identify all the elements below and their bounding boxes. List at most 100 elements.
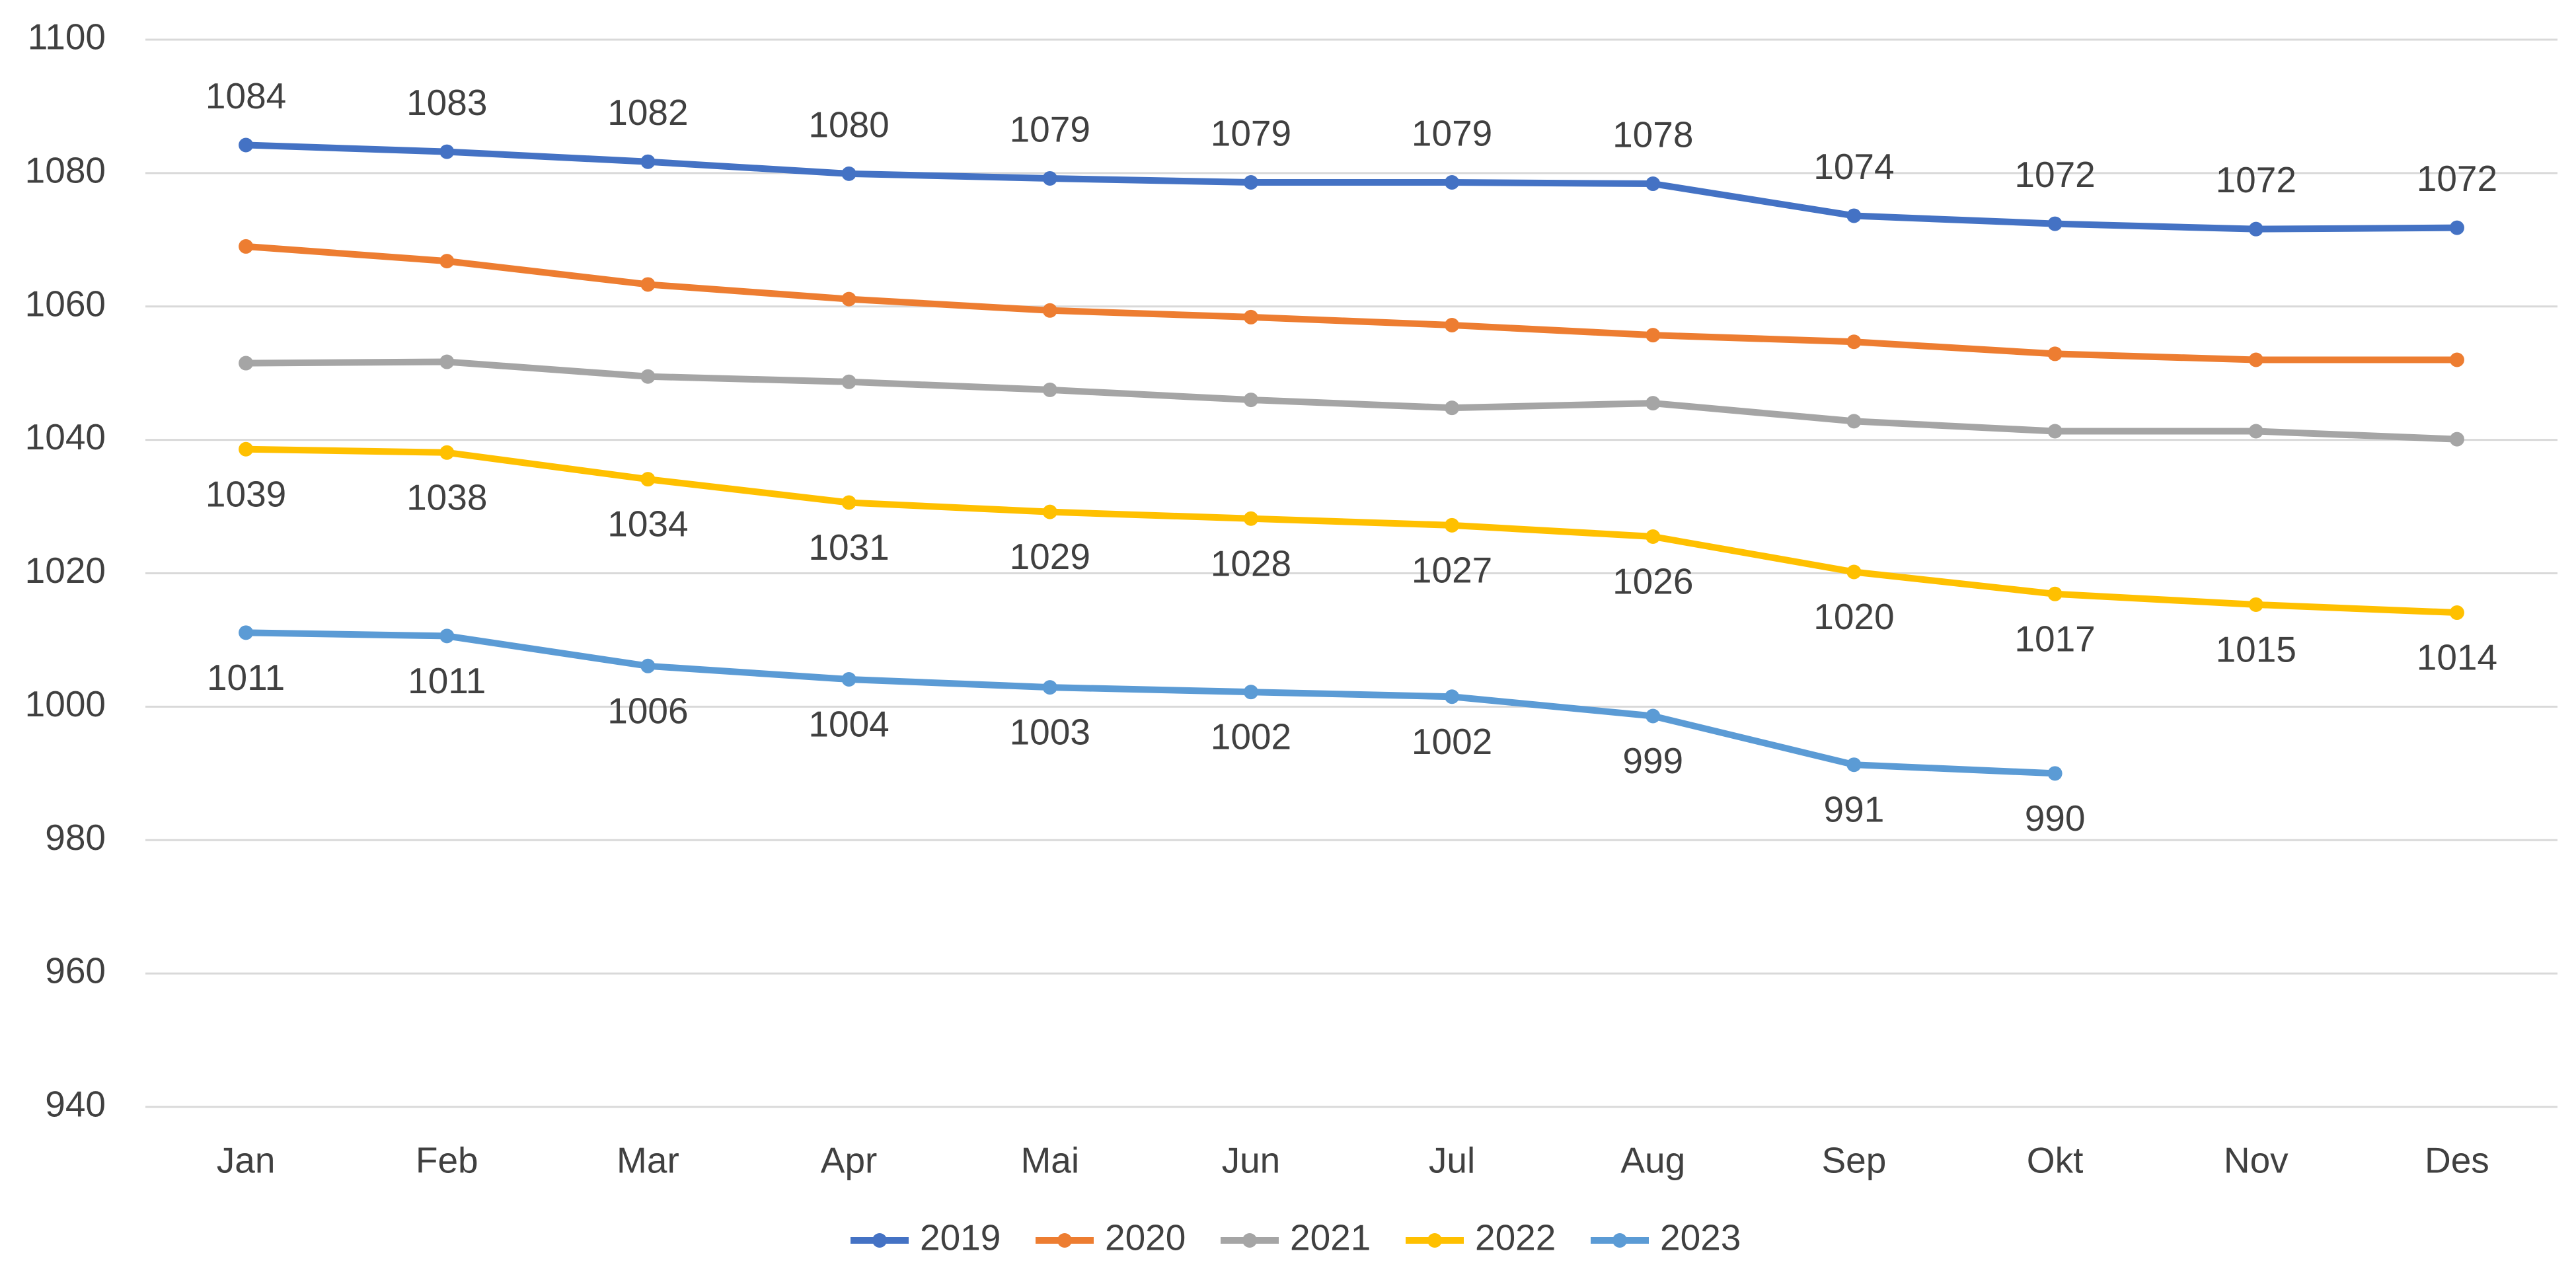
data-point <box>2248 424 2263 439</box>
data-label: 1011 <box>207 657 285 698</box>
data-point <box>2047 766 2063 781</box>
data-label: 1039 <box>206 473 286 514</box>
series-line <box>246 629 2055 777</box>
data-point <box>1646 529 1661 544</box>
y-tick-label: 1000 <box>25 683 106 724</box>
data-point <box>1646 708 1661 724</box>
data-label: 1027 <box>1412 549 1492 590</box>
x-tick-label: Sep <box>1821 1140 1886 1181</box>
data-label: 1079 <box>1412 113 1492 154</box>
data-point <box>1243 685 1258 700</box>
data-point <box>2248 597 2263 612</box>
x-tick-label: Aug <box>1620 1140 1685 1181</box>
data-point <box>1243 309 1258 324</box>
data-point <box>640 658 656 673</box>
data-label: 1020 <box>1813 596 1894 637</box>
y-tick-label: 940 <box>45 1084 106 1125</box>
data-label: 990 <box>2025 798 2086 839</box>
legend-marker <box>1057 1233 1072 1248</box>
data-point <box>1846 414 1862 429</box>
data-label: 1004 <box>808 704 889 745</box>
data-label: 1034 <box>607 504 688 545</box>
data-point <box>239 625 254 640</box>
data-point <box>2047 216 2063 231</box>
data-point <box>439 628 455 644</box>
data-point <box>2248 352 2263 367</box>
data-point <box>841 671 856 687</box>
data-point <box>1846 757 1862 773</box>
y-tick-label: 1100 <box>28 17 106 57</box>
data-point <box>2449 220 2464 235</box>
data-point <box>2047 586 2063 601</box>
legend-marker <box>1427 1233 1442 1248</box>
data-label: 1082 <box>607 92 688 133</box>
data-label: 1083 <box>406 82 487 123</box>
data-label: 1072 <box>2014 154 2095 195</box>
data-point <box>1042 303 1057 318</box>
legend-label: 2023 <box>1660 1217 1741 1258</box>
data-point <box>1646 176 1661 192</box>
data-point <box>1042 382 1057 397</box>
data-point <box>841 291 856 307</box>
data-point <box>1042 680 1057 695</box>
data-point <box>1846 334 1862 350</box>
data-point <box>439 254 455 269</box>
data-point <box>1646 328 1661 343</box>
data-point <box>640 277 656 292</box>
data-point <box>439 354 455 369</box>
y-tick-label: 1060 <box>25 283 106 324</box>
data-label: 1006 <box>607 690 688 731</box>
data-point <box>239 441 254 457</box>
data-point <box>2248 221 2263 237</box>
data-point <box>1445 318 1460 333</box>
y-tick-label: 1080 <box>25 149 106 190</box>
data-point <box>239 356 254 371</box>
data-point <box>239 239 254 254</box>
x-tick-label: Jun <box>1222 1140 1281 1181</box>
data-point <box>1243 393 1258 408</box>
data-point <box>439 144 455 159</box>
data-point <box>1042 170 1057 186</box>
data-point <box>841 166 856 181</box>
series-line <box>245 141 2457 233</box>
series-line <box>246 358 2458 443</box>
data-point <box>640 472 656 487</box>
legend-marker <box>872 1233 887 1248</box>
data-point <box>439 445 455 460</box>
data-label: 1074 <box>1813 146 1894 187</box>
legend-label: 2021 <box>1290 1217 1371 1258</box>
legend-label: 2020 <box>1105 1217 1186 1258</box>
legend-label: 2022 <box>1475 1217 1556 1258</box>
data-label: 1015 <box>2216 628 2296 669</box>
data-point <box>1445 400 1460 416</box>
legend-label: 2019 <box>920 1217 1001 1258</box>
data-point <box>2449 352 2464 367</box>
data-point <box>640 369 656 384</box>
data-label: 1003 <box>1010 712 1090 753</box>
x-tick-label: Jul <box>1429 1140 1475 1181</box>
x-tick-label: Jan <box>217 1140 276 1181</box>
data-label: 1072 <box>2417 158 2497 199</box>
data-label: 1079 <box>1211 113 1291 154</box>
data-point <box>2047 424 2063 439</box>
y-tick-label: 1040 <box>25 416 106 457</box>
series-line <box>245 243 2457 363</box>
data-point <box>1445 175 1460 190</box>
x-tick-label: Mai <box>1020 1140 1079 1181</box>
y-tick-label: 980 <box>45 817 106 858</box>
y-tick-label: 1020 <box>25 550 106 591</box>
data-label: 999 <box>1622 740 1683 781</box>
data-point <box>1243 175 1258 190</box>
data-label: 991 <box>1824 789 1885 830</box>
data-point <box>1846 564 1862 580</box>
data-point <box>2047 346 2063 361</box>
x-tick-label: Okt <box>2027 1140 2084 1181</box>
data-point <box>1846 208 1862 223</box>
x-tick-label: Des <box>2425 1140 2489 1181</box>
data-label: 1080 <box>808 104 889 145</box>
data-point <box>239 137 254 153</box>
data-label: 1028 <box>1211 543 1291 584</box>
data-label: 1078 <box>1612 114 1693 155</box>
data-label: 1072 <box>2216 159 2296 200</box>
